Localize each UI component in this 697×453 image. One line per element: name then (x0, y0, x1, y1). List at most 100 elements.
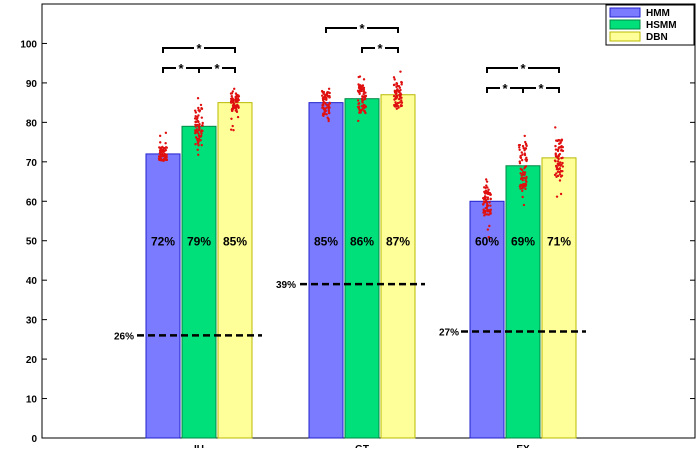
sample-dot (157, 155, 161, 158)
sample-dot (400, 80, 403, 84)
sample-dot (485, 184, 488, 187)
sample-dot (523, 171, 527, 174)
sample-dot (327, 108, 330, 112)
sample-dot (328, 101, 331, 105)
sample-dot (234, 109, 238, 112)
sample-dot (521, 173, 524, 176)
sample-dot (194, 131, 197, 135)
legend-label: HMM (646, 8, 670, 19)
sample-dot (559, 170, 563, 173)
sample-dot (393, 103, 396, 107)
sample-dot (524, 183, 528, 186)
sample-dot (483, 192, 487, 195)
x-tick-label: EX (516, 444, 530, 448)
sample-dot (232, 128, 235, 132)
sample-dot (518, 162, 522, 165)
sample-dot (361, 101, 364, 104)
legend-label: HSMM (646, 20, 677, 31)
sample-dot (520, 158, 524, 162)
sample-dot (230, 94, 233, 98)
sample-dot (197, 132, 200, 135)
sample-dot (363, 109, 366, 113)
sample-dot (324, 109, 328, 113)
bar-value-label: 79% (187, 235, 211, 249)
sample-dot (484, 186, 487, 190)
sample-dot (360, 104, 364, 108)
sample-dot (556, 170, 560, 173)
sample-dot (519, 187, 522, 190)
sample-dot (521, 183, 525, 186)
sample-dot (362, 78, 366, 81)
bar-labels: 72% 85% 60% 79% 86% 69% 85% 87% 71% (151, 235, 571, 249)
sample-dot (231, 90, 235, 93)
sample-dot (163, 157, 166, 160)
bar-dbn-iu (217, 102, 253, 439)
sample-dot (163, 147, 166, 150)
sample-dot (200, 134, 203, 137)
sample-dot (231, 97, 234, 100)
bar-hsmm-ex (505, 165, 541, 439)
sample-dot (399, 92, 402, 95)
sample-dot (395, 96, 399, 99)
sample-dot (327, 87, 331, 91)
sample-dot (488, 209, 491, 212)
sample-dot (323, 95, 326, 98)
sample-dot (363, 96, 367, 99)
sample-dot (234, 98, 237, 101)
chance-level-label: 39% (276, 280, 296, 291)
bars (145, 94, 577, 439)
sample-dot (557, 168, 560, 171)
y-tick-label: 30 (26, 316, 38, 327)
sample-dot (393, 78, 396, 81)
sample-dot (235, 95, 238, 98)
sample-dot (484, 178, 488, 181)
sample-dot (199, 103, 203, 107)
sample-dot (194, 123, 197, 126)
sample-dot (361, 98, 365, 102)
sample-dot (363, 106, 366, 109)
sample-dot (400, 101, 404, 104)
sample-dot (197, 109, 200, 112)
sample-dot (194, 125, 197, 128)
sample-dot (322, 107, 326, 111)
sample-dot (559, 192, 563, 196)
sample-dot (518, 148, 521, 151)
sample-dot (484, 189, 488, 192)
significance-star: * (502, 81, 508, 96)
sample-dot (233, 87, 236, 91)
sample-dot (488, 224, 491, 228)
sample-dot (400, 99, 403, 102)
sample-dot (236, 115, 240, 119)
sample-dot (486, 228, 490, 231)
sample-dot (560, 174, 564, 177)
sample-dot (556, 149, 560, 153)
sample-dot (519, 156, 523, 160)
bar-dbn-ex (541, 157, 577, 439)
sample-dot (523, 152, 526, 155)
sample-dot (400, 83, 403, 86)
sample-dot (325, 113, 328, 116)
sample-dot (194, 115, 197, 118)
y-tick-label: 60 (26, 197, 38, 208)
legend-swatch (609, 19, 641, 30)
sample-dot (558, 152, 562, 156)
sample-dot (234, 105, 237, 109)
significance-star-bg (357, 23, 367, 32)
x-tick-label: IU (194, 444, 204, 448)
sample-dot (392, 76, 396, 79)
bar-value-label: 72% (151, 235, 175, 249)
sample-dot (523, 176, 526, 180)
sample-dot (554, 153, 557, 157)
sample-dot (197, 106, 200, 110)
sample-dot (523, 134, 526, 138)
sample-dots (157, 70, 565, 241)
sample-dot (363, 97, 367, 101)
sample-dot (198, 127, 201, 130)
sample-dot (197, 114, 200, 117)
sample-dot (486, 197, 490, 201)
sample-dot (395, 107, 399, 110)
sample-dot (199, 130, 203, 133)
sample-dot (193, 109, 197, 112)
sample-dot (325, 93, 328, 97)
